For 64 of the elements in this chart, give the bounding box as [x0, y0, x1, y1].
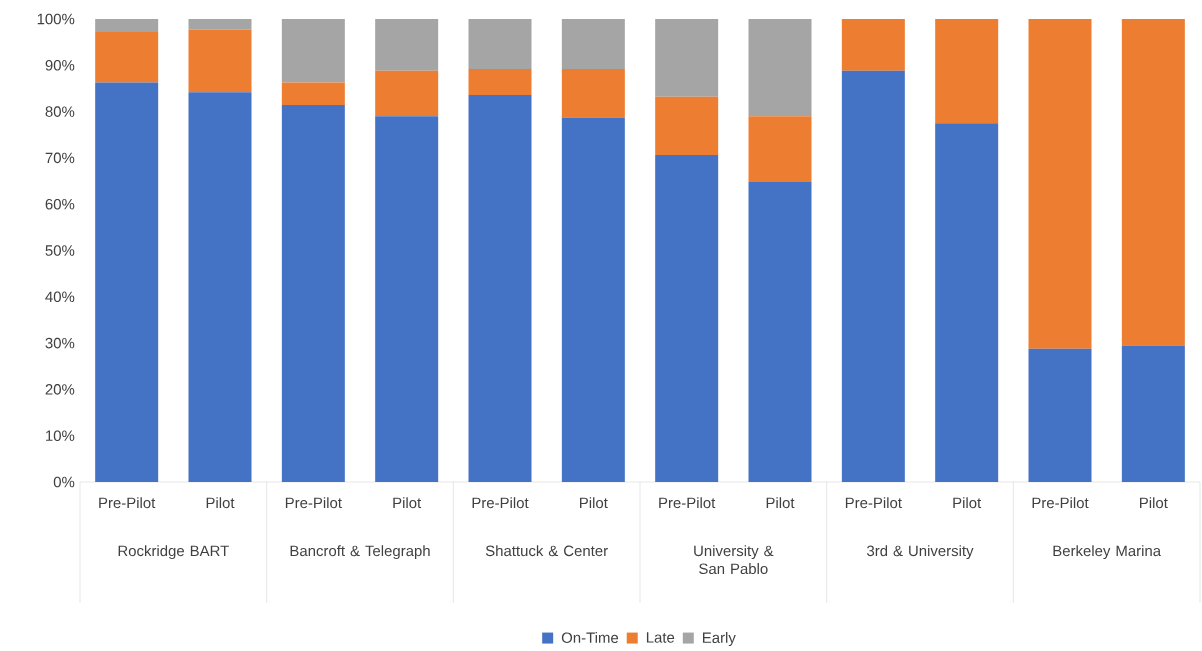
y-tick-label: 70%	[45, 152, 75, 164]
bar	[1121, 345, 1185, 482]
x-tick-label: Pilot	[766, 497, 795, 509]
bar	[95, 82, 159, 482]
y-tick-label: 60%	[45, 198, 75, 210]
y-tick-label: 0%	[53, 476, 75, 488]
bar	[468, 69, 532, 95]
bar	[1028, 348, 1092, 482]
text: Rockridge BART	[118, 545, 229, 560]
y-tick-label: 20%	[45, 384, 75, 395]
bar	[935, 123, 999, 482]
x-tick-label: Pre-Pilot	[1032, 497, 1089, 509]
x-tick-label: Pilot	[393, 497, 422, 509]
bar	[748, 181, 812, 482]
y-tick-label: 40%	[45, 291, 75, 303]
y-tick-label: 30%	[45, 337, 75, 349]
bar	[188, 29, 252, 93]
bar	[1121, 19, 1185, 346]
bar	[375, 116, 439, 482]
bar	[561, 117, 625, 482]
legend-label: Early	[703, 632, 736, 646]
bar	[655, 155, 719, 482]
bar	[188, 19, 252, 30]
bar	[655, 96, 719, 156]
bar	[748, 19, 812, 117]
y-tick-label: 80%	[45, 106, 75, 117]
bar	[468, 19, 532, 69]
x-tick-label: Pre-Pilot	[659, 497, 716, 509]
bar	[95, 19, 159, 32]
x-tick-label: Pre-Pilot	[99, 497, 156, 509]
bar	[841, 19, 905, 71]
x-tick-label: Pre-Pilot	[472, 497, 529, 509]
x-tick-label: Pre-Pilot	[845, 497, 902, 509]
bar	[281, 105, 345, 482]
x-tick-label: Pilot	[206, 497, 235, 509]
bar	[1028, 19, 1092, 349]
x-tick-label: Pre-Pilot	[285, 497, 342, 509]
bar	[375, 19, 439, 71]
y-tick-label: 10%	[46, 430, 75, 441]
x-tick-label: Pilot	[580, 497, 608, 509]
bar	[281, 19, 345, 83]
bar	[935, 19, 999, 124]
text: University & San Pablo	[694, 545, 774, 575]
legend-label: On-Time	[561, 632, 619, 643]
bar	[95, 31, 159, 83]
text: Bancroft & Telegraph	[290, 545, 430, 560]
y-tick-label: 50%	[45, 245, 75, 256]
bar	[375, 70, 439, 117]
y-tick-label: 100%	[37, 13, 75, 25]
x-tick-label: Pilot	[953, 497, 982, 509]
bar	[561, 19, 625, 69]
bar	[655, 19, 719, 97]
text: 3rd & University	[867, 545, 974, 560]
y-tick-label: 90%	[45, 60, 75, 71]
bar	[748, 116, 812, 182]
bar	[468, 94, 532, 482]
x-tick-label: Pilot	[1140, 497, 1168, 509]
text: Shattuck & Center	[485, 545, 608, 557]
bar	[188, 92, 252, 482]
legend-label: Late	[646, 632, 675, 643]
text: Berkeley Marina	[1053, 545, 1162, 560]
bar	[281, 82, 345, 106]
bar	[561, 69, 625, 118]
bar	[841, 70, 905, 482]
